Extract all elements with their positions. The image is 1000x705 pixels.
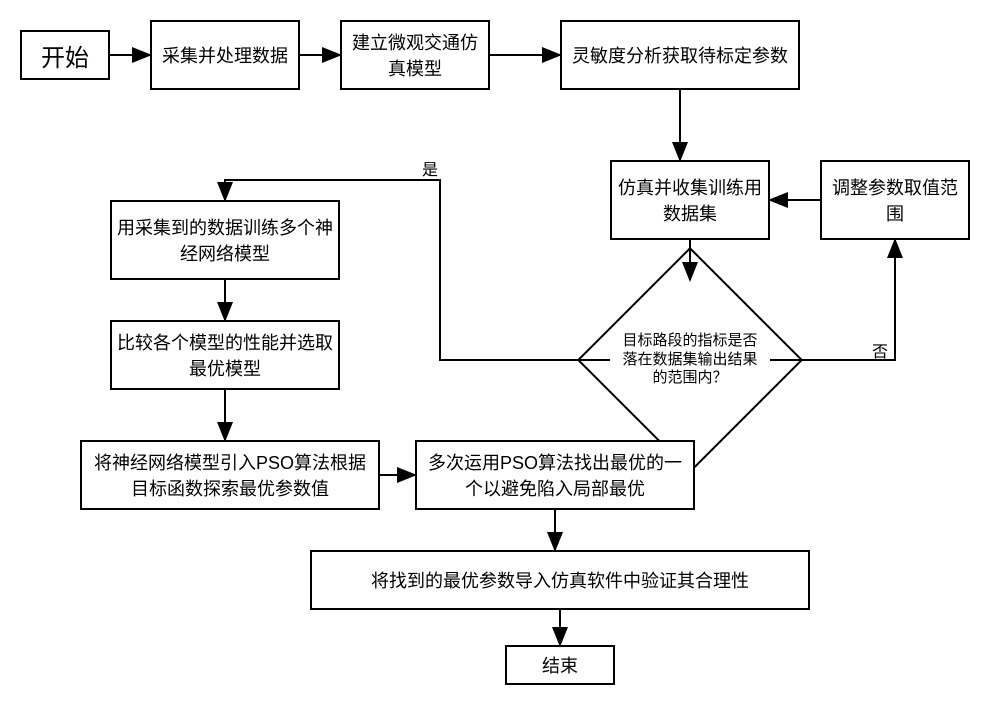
node-nn-pso-label: 将神经网络模型引入PSO算法根据目标函数探索最优参数值	[86, 449, 374, 501]
node-simulate-collect-label: 仿真并收集训练用数据集	[616, 174, 764, 226]
node-collect-data-label: 采集并处理数据	[162, 42, 288, 68]
node-compare-models-label: 比较各个模型的性能并选取最优模型	[116, 329, 334, 381]
end-node: 结束	[505, 645, 615, 685]
end-label: 结束	[542, 652, 578, 678]
node-verify-label: 将找到的最优参数导入仿真软件中验证其合理性	[371, 567, 749, 593]
node-train-nn: 用采集到的数据训练多个神经网络模型	[110, 200, 340, 280]
node-sensitivity-label: 灵敏度分析获取待标定参数	[572, 42, 788, 68]
start-label: 开始	[41, 38, 89, 73]
node-sensitivity: 灵敏度分析获取待标定参数	[560, 20, 800, 90]
edge-label-no: 否	[870, 338, 890, 362]
node-simulate-collect: 仿真并收集训练用数据集	[610, 160, 770, 240]
node-train-nn-label: 用采集到的数据训练多个神经网络模型	[116, 214, 334, 266]
node-collect-data: 采集并处理数据	[150, 20, 300, 90]
decision-in-range-label: 目标路段的指标是否落在数据集输出结果的范围内？	[622, 332, 757, 387]
node-adjust-range-label: 调整参数取值范围	[826, 174, 964, 226]
node-adjust-range: 调整参数取值范围	[820, 160, 970, 240]
edge-label-yes: 是	[420, 156, 440, 180]
node-compare-models: 比较各个模型的性能并选取最优模型	[110, 320, 340, 390]
node-multi-pso-label: 多次运用PSO算法找出最优的一个以避免陷入局部最优	[421, 449, 689, 501]
node-verify: 将找到的最优参数导入仿真软件中验证其合理性	[310, 550, 810, 610]
start-node: 开始	[20, 30, 110, 80]
decision-in-range: 目标路段的指标是否落在数据集输出结果的范围内？	[610, 280, 770, 440]
node-multi-pso: 多次运用PSO算法找出最优的一个以避免陷入局部最优	[415, 440, 695, 510]
node-nn-pso: 将神经网络模型引入PSO算法根据目标函数探索最优参数值	[80, 440, 380, 510]
node-build-model-label: 建立微观交通仿真模型	[346, 29, 484, 81]
node-build-model: 建立微观交通仿真模型	[340, 20, 490, 90]
